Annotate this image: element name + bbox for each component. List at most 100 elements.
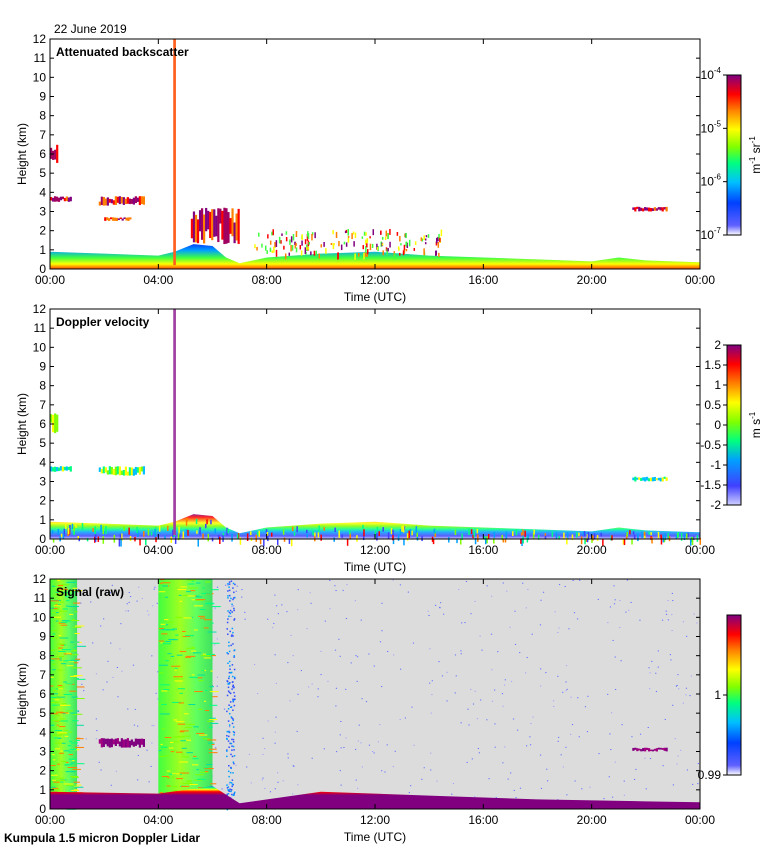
velocity-speck (119, 533, 122, 538)
velocity-speck (147, 529, 150, 536)
noise-speck (644, 757, 646, 759)
noise-speck (678, 688, 680, 690)
cloud-speck (338, 240, 340, 247)
noise-line (190, 590, 196, 592)
cloud-speck (402, 250, 405, 256)
noise-speck (399, 584, 402, 586)
noise-line (66, 710, 73, 712)
cloud-cell (190, 218, 194, 239)
spike (173, 39, 176, 266)
noise-line (67, 745, 72, 747)
noise-line (173, 676, 183, 678)
column-speck (233, 793, 235, 796)
velocity-speck (206, 519, 208, 525)
column-speck (227, 618, 229, 620)
cloud-speck (281, 233, 283, 236)
noise-line (68, 740, 72, 742)
noise-line (173, 790, 178, 792)
velocity-speck (387, 532, 390, 539)
column-speck (232, 745, 235, 748)
noise-line (75, 746, 85, 748)
column-speck (230, 580, 233, 583)
cloud-cell (106, 217, 109, 221)
noise-speck (546, 768, 548, 770)
x-tick-label: 08:00 (252, 543, 282, 557)
column-speck (232, 700, 234, 702)
noise-line (52, 734, 63, 736)
noise-line (161, 690, 168, 692)
plot-area (50, 39, 700, 269)
noise-speck (287, 757, 289, 759)
column-speck (232, 698, 235, 701)
noise-line (70, 641, 80, 643)
velocity-speck (137, 530, 139, 537)
velocity-speck (522, 529, 524, 536)
noise-line (50, 607, 54, 609)
noise-line (75, 658, 81, 660)
noise-speck (497, 651, 499, 653)
noise-speck (697, 783, 699, 785)
noise-speck (320, 674, 322, 676)
velocity-speck (651, 536, 653, 544)
noise-speck (572, 579, 574, 581)
noise-line (55, 611, 59, 613)
noise-speck (264, 787, 266, 789)
cloud-speck (311, 232, 314, 236)
noise-line (52, 637, 58, 639)
cloud-cell (657, 207, 660, 210)
noise-line (171, 701, 181, 703)
cloud-speck (307, 240, 310, 247)
velocity-speck (680, 532, 683, 541)
noise-line (53, 781, 60, 783)
cloud-speck (405, 248, 408, 252)
noise-speck (329, 608, 331, 610)
column-speck (227, 595, 229, 597)
velocity-speck (236, 534, 239, 539)
cloud-cell (63, 466, 66, 471)
noise-line (52, 779, 56, 781)
x-axis-label: Time (UTC) (344, 830, 406, 844)
noise-speck (675, 685, 678, 687)
panel-title: Signal (raw) (56, 585, 124, 599)
cloud-speck (306, 231, 309, 237)
column-speck (228, 724, 231, 726)
y-tick-label: 9 (39, 360, 46, 374)
noise-speck (399, 668, 402, 670)
noise-speck (529, 744, 532, 746)
velocity-speck (390, 528, 393, 535)
column-speck (231, 681, 234, 683)
cloud-cell (56, 414, 59, 432)
noise-line (203, 700, 207, 702)
noise-speck (514, 610, 516, 612)
velocity-speck (408, 530, 410, 539)
cloud-cell (112, 200, 115, 205)
noise-line (189, 784, 198, 786)
noise-speck (671, 629, 673, 631)
noise-line (165, 624, 169, 626)
velocity-speck (392, 534, 394, 541)
cloud-speck (381, 243, 384, 246)
noise-speck (340, 720, 342, 722)
noise-line (203, 627, 209, 629)
column-speck (229, 600, 231, 602)
noise-speck (421, 778, 423, 780)
noise-line (211, 743, 215, 745)
noise-line (211, 622, 214, 624)
column-speck (227, 740, 230, 742)
noise-line (61, 742, 66, 744)
noise-speck (571, 724, 574, 726)
noise-speck (77, 711, 80, 713)
spike (173, 309, 176, 536)
cloud-cell (106, 470, 109, 475)
noise-speck (647, 726, 649, 728)
cloud-speck (372, 229, 375, 236)
noise-speck (386, 744, 388, 746)
noise-line (181, 756, 190, 758)
noise-speck (127, 610, 129, 612)
velocity-speck (174, 536, 177, 544)
noise-line (161, 776, 169, 778)
noise-speck (387, 651, 389, 653)
noise-line (71, 790, 80, 792)
velocity-speck (258, 530, 260, 538)
noise-line (57, 584, 64, 586)
